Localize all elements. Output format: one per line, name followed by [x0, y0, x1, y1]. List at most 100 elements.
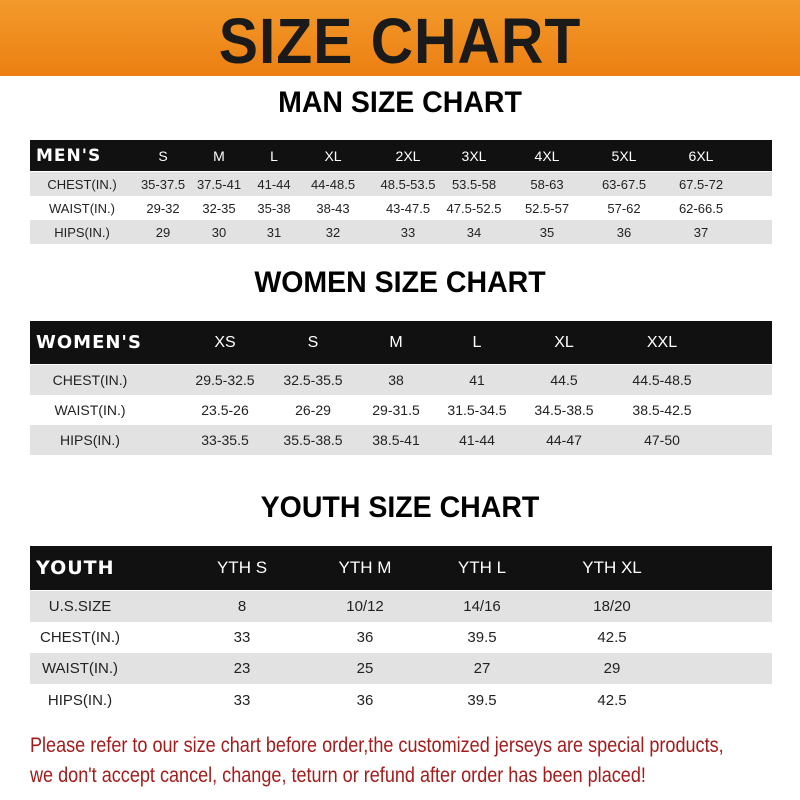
- table-cell: 37.5-41: [196, 176, 242, 192]
- table-cell: 42.5: [597, 629, 627, 646]
- table-cell: 32.5-35.5: [283, 372, 343, 388]
- table-cell: 26-29: [295, 402, 331, 418]
- table-cell: 32-35: [202, 200, 236, 216]
- table-cell: 34.5-38.5: [534, 402, 594, 418]
- table-cell: 53.5-58: [451, 176, 497, 192]
- table-row: WAIST(IN.) 23.5-26 26-29 29-31.5 31.5-34.5 34…: [30, 395, 772, 425]
- table-cell: 41-44: [257, 176, 291, 192]
- measure-label: WAIST(IN.): [41, 660, 119, 677]
- table-cell: 35-37.5: [140, 176, 186, 192]
- size-header-cell: 2XL: [395, 147, 421, 164]
- measure-label: WAIST(IN.): [54, 402, 126, 418]
- table-cell: 8: [237, 598, 247, 615]
- table-row: WAIST(IN.) 29-32 32-35 35-38 38-43 43-47.5 47.…: [30, 196, 772, 220]
- table-header-row: MEN'S S M L XL 2XL 3XL 4XL 5XL 6XL: [30, 140, 772, 171]
- table-cell: 33: [233, 629, 251, 646]
- table-cell: 33-35.5: [201, 432, 249, 448]
- table-cell: 41-44: [459, 432, 495, 448]
- table-cell: 39.5: [467, 691, 497, 709]
- table-cell: 18/20: [593, 598, 631, 615]
- table-cell: 63-67.5: [601, 176, 647, 192]
- table-cell: 47-50: [644, 432, 680, 448]
- table-row: HIPS(IN.) 33-35.5 35.5-38.5 38.5-41 41-44 44-…: [30, 425, 772, 455]
- table-cell: 39.5: [467, 629, 497, 646]
- table-cell: 38.5-42.5: [632, 402, 692, 418]
- measure-label: HIPS(IN.): [54, 224, 110, 240]
- page-title: SIZE CHART: [218, 5, 582, 77]
- table-cell: 33: [233, 691, 251, 709]
- table-cell: 25: [356, 660, 374, 677]
- banner: SIZE CHART: [0, 0, 800, 77]
- size-header-cell: 4XL: [534, 147, 560, 164]
- table-cell: 35-38: [257, 200, 291, 216]
- measure-label: CHEST(IN.): [52, 372, 128, 388]
- size-header-cell: M: [213, 147, 225, 164]
- table-cell: 34: [466, 224, 482, 240]
- table-cell: 58-63: [530, 176, 564, 192]
- table-title-cell: YOUTH: [36, 557, 115, 579]
- table-cell: 29.5-32.5: [195, 372, 255, 388]
- table-cell: 36: [356, 629, 374, 646]
- size-header-cell: YTH XL: [582, 558, 642, 577]
- size-header-cell: XXL: [646, 333, 678, 351]
- table-title-cell: WOMEN'S: [36, 332, 142, 353]
- table-header-row: YOUTH YTH S YTH M YTH L YTH XL: [30, 546, 772, 590]
- size-header-cell: YTH L: [457, 558, 507, 577]
- size-header-cell: 6XL: [688, 147, 714, 164]
- measure-label: CHEST(IN.): [40, 629, 120, 646]
- measure-label: HIPS(IN.): [60, 432, 120, 448]
- table-row: HIPS(IN.) 33 36 39.5 42.5: [30, 684, 772, 716]
- table-row: CHEST(IN.) 29.5-32.5 32.5-35.5 38 41 44.5 44.5…: [30, 365, 772, 395]
- size-header-cell: 5XL: [611, 147, 637, 164]
- table-cell: 36: [356, 691, 374, 709]
- table-cell: 30: [211, 224, 227, 240]
- table-cell: 48.5-53.5: [380, 176, 436, 192]
- table-cell: 43-47.5: [385, 200, 431, 216]
- table-cell: 29: [155, 224, 171, 240]
- table-cell: 31.5-34.5: [447, 402, 507, 418]
- size-header-cell: L: [472, 333, 482, 351]
- measure-label: U.S.SIZE: [48, 598, 112, 615]
- table-cell: 23: [233, 660, 251, 677]
- table-title-cell: MEN'S: [36, 145, 102, 166]
- table-cell: 38: [388, 372, 404, 388]
- table-cell: 10/12: [346, 598, 384, 615]
- measure-label: HIPS(IN.): [47, 691, 113, 709]
- note-line-1: Please refer to our size chart before or…: [30, 734, 724, 757]
- youth-title: YOUTH SIZE CHART: [260, 491, 540, 524]
- table-cell: 29: [603, 660, 621, 677]
- table-cell: 41: [469, 372, 485, 388]
- table-cell: 31: [266, 224, 282, 240]
- table-cell: 35: [539, 224, 555, 240]
- table-cell: 38-43: [316, 200, 350, 216]
- women-title: WOMEN SIZE CHART: [254, 266, 546, 299]
- table-cell: 57-62: [607, 200, 641, 216]
- table-cell: 37: [693, 224, 709, 240]
- table-row: HIPS(IN.) 29 30 31 32 33 34 35 36 37: [30, 220, 772, 244]
- table-row: U.S.SIZE 8 10/12 14/16 18/20: [30, 591, 772, 622]
- table-cell: 33: [400, 224, 416, 240]
- size-header-cell: YTH S: [216, 558, 268, 577]
- size-header-cell: YTH M: [338, 558, 392, 577]
- table-cell: 62-66.5: [678, 200, 724, 216]
- table-cell: 52.5-57: [524, 200, 570, 216]
- size-header-cell: S: [158, 147, 168, 164]
- size-header-cell: L: [270, 147, 278, 164]
- table-row: CHEST(IN.) 33 36 39.5 42.5: [30, 622, 772, 653]
- table-row: CHEST(IN.) 35-37.5 37.5-41 41-44 44-48.5 48.5…: [30, 172, 772, 196]
- table-cell: 36: [616, 224, 632, 240]
- table-cell: 32: [325, 224, 341, 240]
- table-cell: 29-31.5: [372, 402, 420, 418]
- table-cell: 27: [473, 660, 491, 677]
- table-cell: 35.5-38.5: [283, 432, 343, 448]
- size-header-cell: 3XL: [461, 147, 487, 164]
- size-header-cell: XS: [214, 333, 236, 351]
- table-cell: 67.5-72: [678, 176, 724, 192]
- size-header-cell: XL: [324, 147, 342, 164]
- table-header-row: WOMEN'S XS S M L XL XXL: [30, 321, 772, 364]
- men-title: MAN SIZE CHART: [278, 86, 522, 119]
- table-row: WAIST(IN.) 23 25 27 29: [30, 653, 772, 684]
- table-cell: 14/16: [463, 598, 501, 615]
- table-cell: 44.5-48.5: [632, 372, 692, 388]
- table-cell: 38.5-41: [372, 432, 420, 448]
